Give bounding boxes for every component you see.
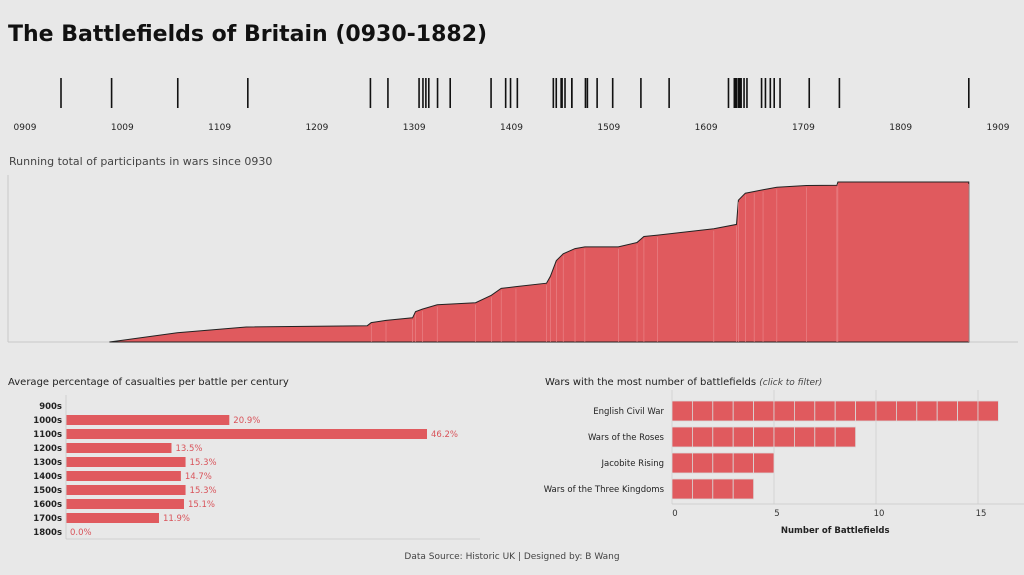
casualty-bar — [66, 415, 230, 425]
war-bar-segment — [732, 452, 754, 474]
war-bar-segment — [712, 478, 734, 500]
wars-chart-title: Wars with the most number of battlefield… — [545, 377, 822, 388]
wars-chart[interactable]: 0 5 10 15 English Civil War Wars of the Roses… — [520, 390, 1024, 535]
century-label: 1200s — [33, 444, 62, 454]
century-label: 1500s — [33, 486, 62, 496]
casualty-bar — [66, 457, 186, 467]
war-bar-segment — [753, 426, 775, 448]
century-label: 1800s — [33, 528, 62, 538]
battle-timeline: 0909 1009 1109 1209 1309 1409 1509 1609 1709 1809… — [14, 78, 1010, 133]
war-bar-segment — [712, 452, 734, 474]
century-label: 1100s — [33, 430, 62, 440]
timeline-tick-label: 1109 — [208, 123, 231, 133]
century-label: 1000s — [33, 416, 62, 426]
running-total-area — [109, 181, 970, 343]
wars-chart-title-text: Wars with the most number of battlefield… — [545, 377, 757, 388]
timeline-tick-label: 1009 — [111, 123, 134, 133]
running-total-title: Running total of participants in wars si… — [9, 155, 273, 168]
timeline-tick-label: 1509 — [597, 123, 620, 133]
timeline-tick-label: 1809 — [889, 123, 912, 133]
war-bar-segment — [732, 478, 754, 500]
war-label: English Civil War — [593, 407, 664, 417]
timeline-tick-label: 1609 — [695, 123, 718, 133]
casualty-bar — [66, 471, 181, 481]
casualty-value-label: 15.3% — [190, 458, 217, 468]
casualty-bar — [66, 513, 159, 523]
running-total-chart — [7, 175, 1018, 343]
timeline-tick-label: 0909 — [14, 123, 37, 133]
century-label: 1400s — [33, 472, 62, 482]
war-bar-segment — [936, 400, 959, 422]
war-bar-segment — [834, 426, 857, 448]
war-bar-segment — [793, 426, 816, 448]
wars-chart-hint: (click to filter) — [759, 378, 823, 388]
war-bar-segment — [793, 400, 816, 422]
war-bar-segment — [814, 426, 836, 448]
casualty-value-label: 46.2% — [431, 430, 458, 440]
war-bar-segment — [895, 400, 918, 422]
war-bar-segment — [671, 400, 693, 422]
war-label: Jacobite Rising — [601, 459, 664, 469]
war-bar-segment — [814, 400, 836, 422]
war-bar-segment — [732, 400, 754, 422]
casualty-bar — [66, 429, 427, 439]
war-bar-segment — [957, 400, 979, 422]
timeline-tick-label: 1209 — [305, 123, 328, 133]
casualty-value-label: 20.9% — [233, 416, 260, 426]
war-bar-segment — [671, 426, 693, 448]
century-label: 900s — [39, 402, 62, 412]
war-bar-segment — [712, 426, 734, 448]
war-bar-segment — [773, 400, 795, 422]
casualty-bar — [66, 485, 186, 495]
war-label: Wars of the Three Kingdoms — [544, 485, 665, 495]
casualties-chart-title: Average percentage of casualties per bat… — [8, 377, 289, 388]
century-label: 1300s — [33, 458, 62, 468]
timeline-tick-label: 1909 — [987, 123, 1010, 133]
war-bar-segment — [671, 452, 693, 474]
war-bar-segment — [712, 400, 734, 422]
war-label: Wars of the Roses — [588, 433, 665, 443]
war-bar-segment — [834, 400, 857, 422]
war-bar-segment — [691, 478, 714, 500]
war-bar-segment — [855, 400, 877, 422]
war-bar-segment — [753, 400, 775, 422]
war-bar-segment — [977, 400, 999, 422]
wars-tick-label: 15 — [976, 509, 987, 519]
footer-credits: Data Source: Historic UK | Designed by: … — [404, 552, 620, 562]
timeline-tick-label: 1709 — [792, 123, 815, 133]
war-bar-segment — [691, 400, 714, 422]
casualty-bar — [66, 499, 184, 509]
war-bar-segment — [753, 452, 775, 474]
dashboard-title: The Battlefields of Britain (0930-1882) — [8, 22, 488, 47]
casualty-value-label: 14.7% — [185, 472, 212, 482]
timeline-tick-label: 1409 — [500, 123, 523, 133]
wars-tick-label: 5 — [774, 509, 779, 519]
war-bar-segment — [691, 452, 714, 474]
war-bar-segment — [691, 426, 714, 448]
wars-tick-label: 10 — [874, 509, 885, 519]
casualty-value-label: 15.3% — [190, 486, 217, 496]
war-bar-segment — [732, 426, 754, 448]
war-bar-segment — [773, 426, 795, 448]
casualty-value-label: 11.9% — [163, 514, 190, 524]
war-bar-segment — [916, 400, 938, 422]
century-label: 1700s — [33, 514, 62, 524]
casualty-value-label: 0.0% — [70, 528, 92, 538]
casualty-value-label: 13.5% — [175, 444, 202, 454]
war-bar-segment — [671, 478, 693, 500]
timeline-tick-label: 1309 — [403, 123, 426, 133]
century-label: 1600s — [33, 500, 62, 510]
war-bar-segment — [875, 400, 897, 422]
casualty-value-label: 15.1% — [188, 500, 215, 510]
wars-x-axis-label: Number of Battlefields — [781, 526, 890, 535]
casualty-bar — [66, 443, 172, 453]
wars-tick-label: 0 — [672, 509, 677, 519]
casualties-chart: 900s 1000s 20.9% 1100s 46.2% 1200s 13.5% 1300s 1… — [33, 395, 480, 540]
